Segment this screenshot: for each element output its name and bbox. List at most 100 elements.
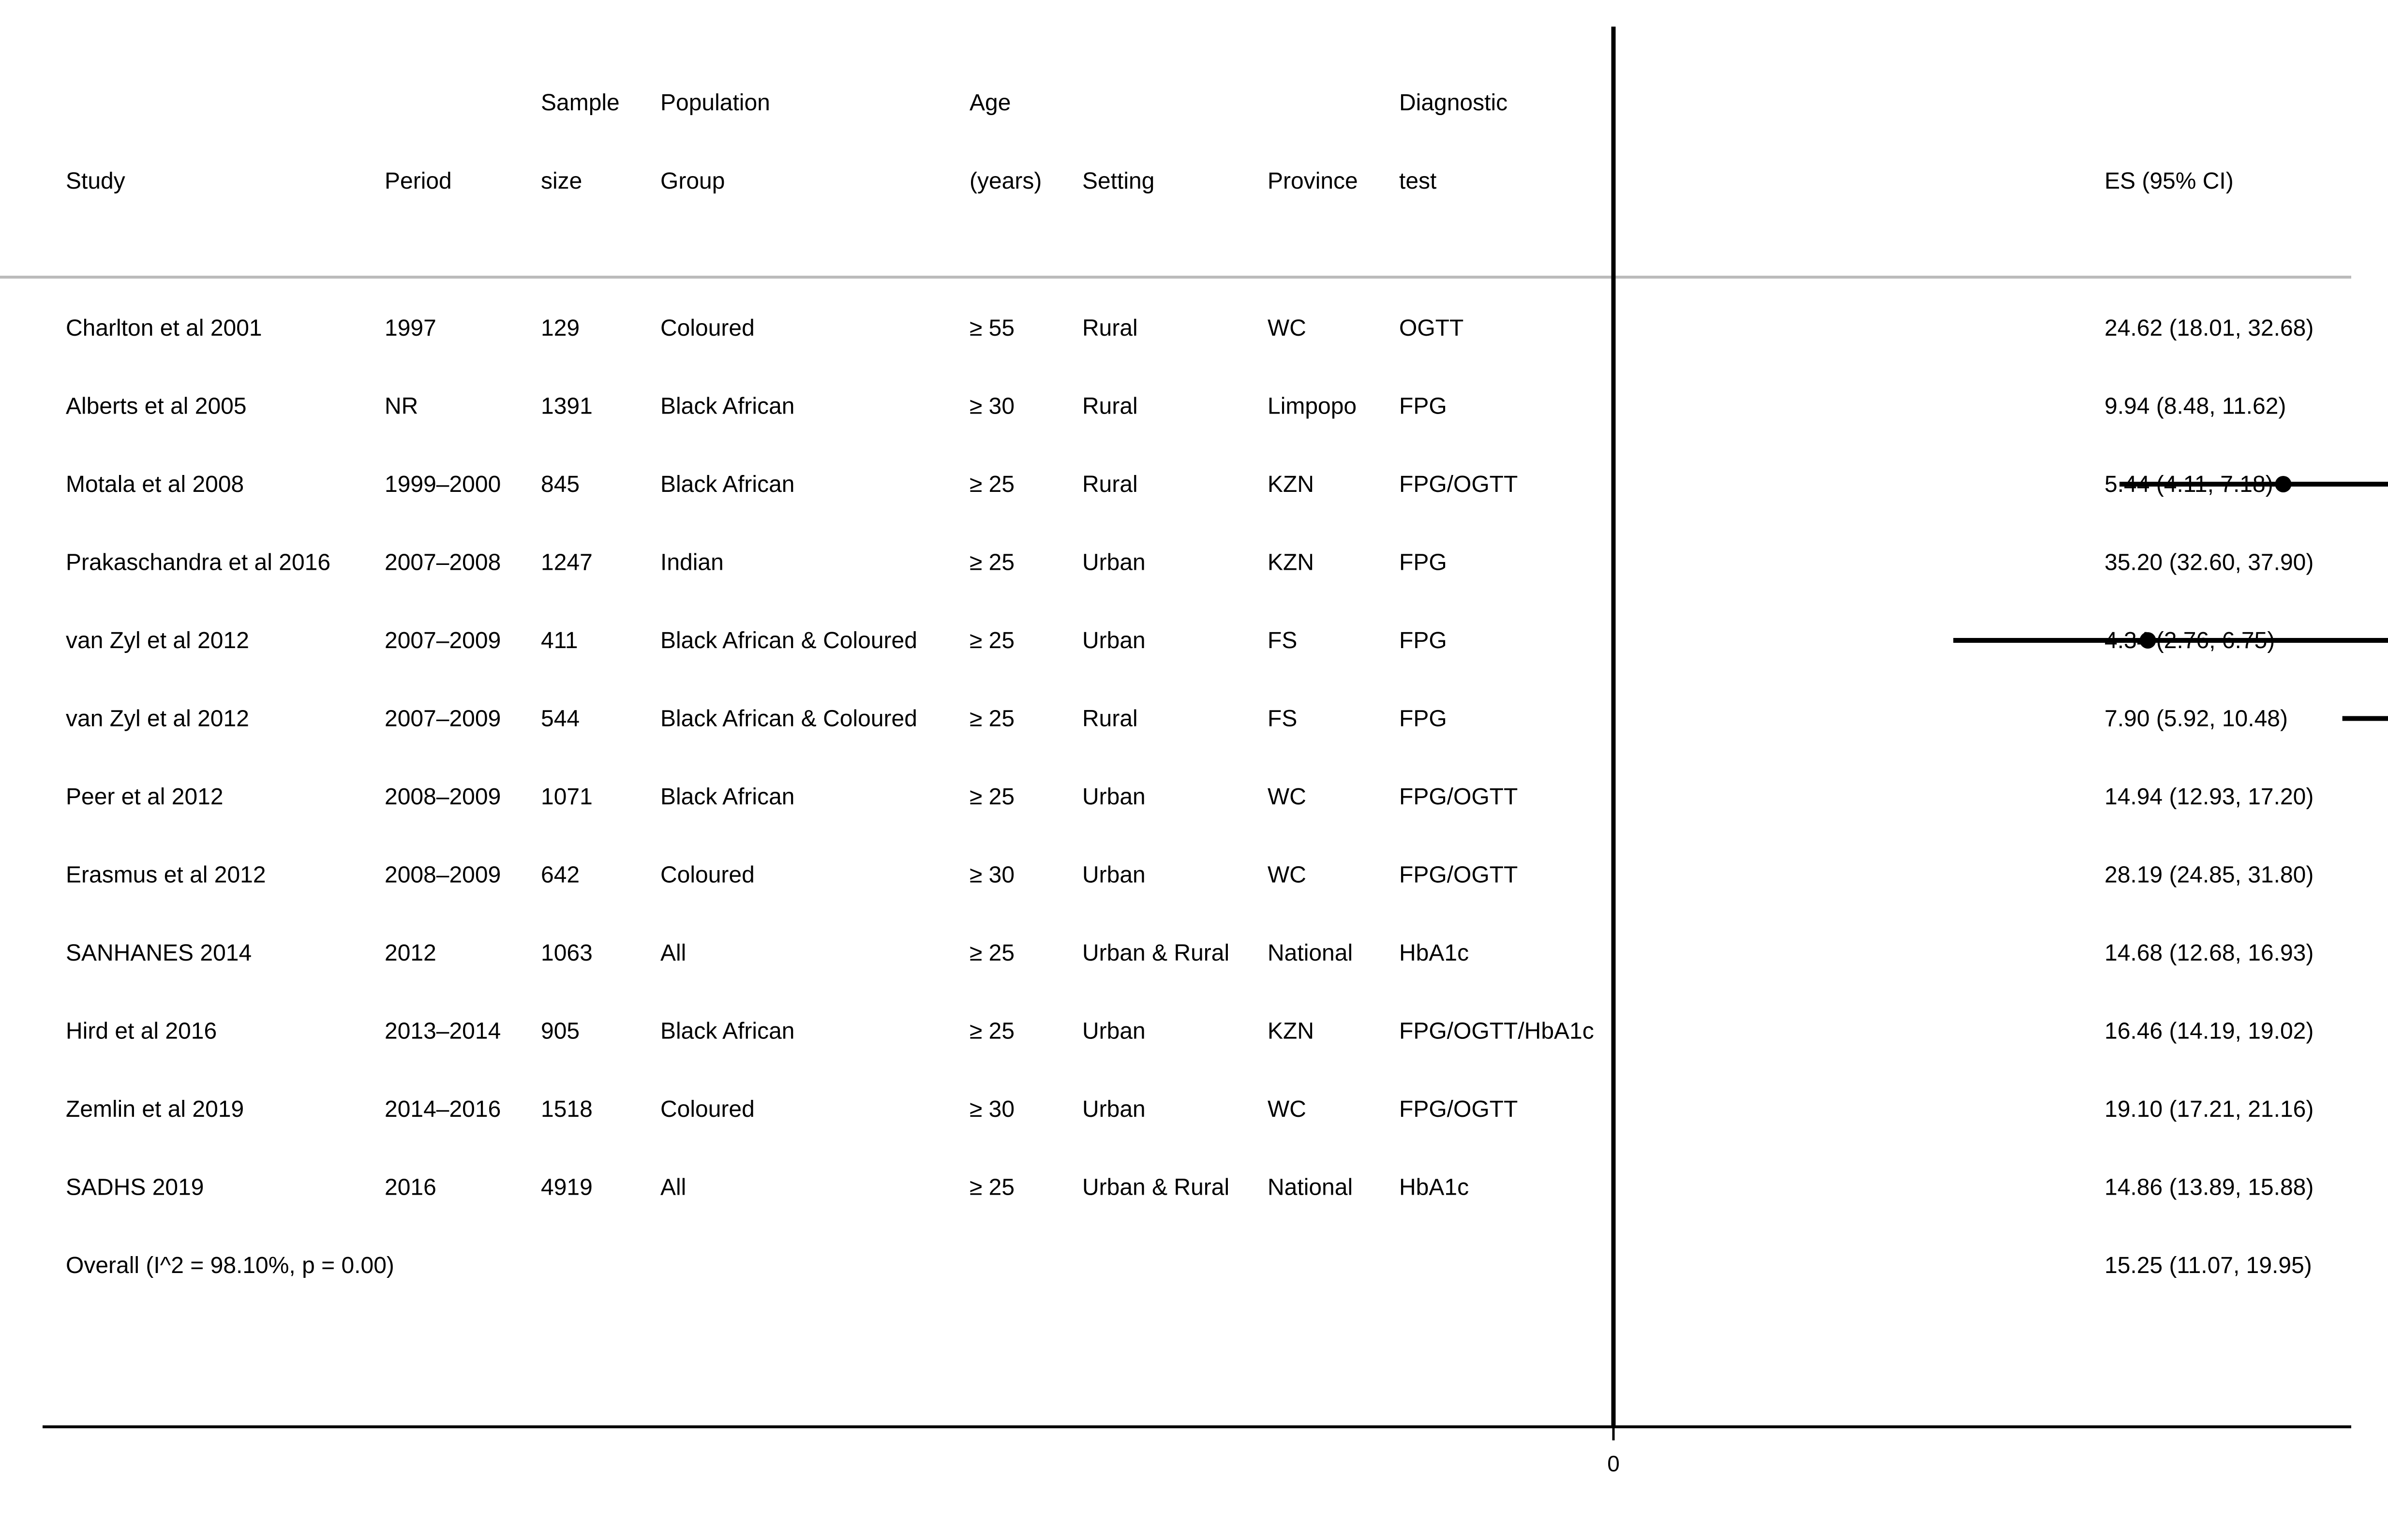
overall-label: Overall (I^2 = 98.10%, p = 0.00) [66,1253,394,1278]
cell-province: FS [1268,706,1297,732]
cell-period: 2007–2009 [385,706,501,732]
cell-test: FPG [1399,550,1447,576]
header-period-line2: Period [385,168,452,194]
cell-age: ≥ 25 [970,1019,1015,1044]
study-row: SANHANES 2014 2012 1063 All ≥ 25 Urban & Rura… [66,940,2313,966]
cell-n: 1247 [541,550,593,576]
cell-period: 2013–2014 [385,1019,501,1044]
header-province-line2: Province [1268,168,1358,194]
cell-test: FPG/OGTT [1399,472,1518,497]
cell-study: SADHS 2019 [66,1175,204,1200]
plot-lines [1611,27,1616,1427]
study-row: Alberts et al 2005 NR 1391 Black African ≥ 3… [66,394,2286,419]
x-tick-label: 0 [1607,1451,1620,1476]
cell-age: ≥ 25 [970,784,1015,810]
cell-province: KZN [1268,550,1314,576]
cell-setting: Urban [1082,784,1146,810]
cell-age: ≥ 25 [970,472,1015,497]
cell-study: Zemlin et al 2019 [66,1096,244,1122]
study-row: Charlton et al 2001 1997 129 Coloured ≥ 55 Ru… [66,315,2313,341]
cell-test: FPG [1399,706,1447,732]
cell-group: Black African [660,1019,794,1044]
cell-setting: Rural [1082,394,1138,419]
cell-period: NR [385,394,418,419]
cell-setting: Urban [1082,550,1146,576]
cell-group: All [660,940,686,966]
overall-row: Overall (I^2 = 98.10%, p = 0.00) 15.25 (1… [66,1253,2312,1278]
cell-province: Limpopo [1268,394,1357,419]
cell-group: Black African [660,472,794,497]
cell-province: WC [1268,1096,1306,1122]
cell-study: Peer et al 2012 [66,784,224,810]
study-row: Erasmus et al 2012 2008–2009 642 Coloured ≥ … [66,862,2313,888]
cell-setting: Urban [1082,628,1146,653]
study-row: Peer et al 2012 2008–2009 1071 Black Africa… [66,784,2313,810]
cell-age: ≥ 25 [970,550,1015,576]
cell-age: ≥ 25 [970,706,1015,732]
header-group-line2: Group [660,168,725,194]
cell-group: Coloured [660,1096,755,1122]
point-estimate [2139,632,2156,649]
cell-test: HbA1c [1399,1175,1469,1200]
cell-group: All [660,1175,686,1200]
cell-es: 35.20 (32.60, 37.90) [2104,550,2313,576]
cell-n: 411 [541,628,578,653]
cell-setting: Urban [1082,1096,1146,1122]
cell-study: Alberts et al 2005 [66,394,247,419]
cell-es: 14.94 (12.93, 17.20) [2104,784,2313,810]
cell-study: Charlton et al 2001 [66,315,262,341]
cell-period: 1999–2000 [385,472,501,497]
cell-es: 19.10 (17.21, 21.16) [2104,1096,2313,1122]
cell-study: van Zyl et al 2012 [66,706,249,732]
cell-age: ≥ 30 [970,862,1015,888]
cell-test: FPG [1399,628,1447,653]
cell-n: 1063 [541,940,593,966]
cell-test: FPG/OGTT [1399,1096,1518,1122]
cell-setting: Rural [1082,472,1138,497]
cell-n: 1071 [541,784,593,810]
cell-group: Coloured [660,315,755,341]
cell-period: 2007–2009 [385,628,501,653]
header-test-line1: Diagnostic [1399,90,1507,116]
cell-study: Motala et al 2008 [66,472,244,497]
cell-group: Coloured [660,862,755,888]
cell-test: FPG/OGTT [1399,862,1518,888]
cell-es: 7.90 (5.92, 10.48) [2104,706,2288,732]
cell-n: 4919 [541,1175,593,1200]
cell-province: National [1268,940,1353,966]
cell-n: 544 [541,706,580,732]
cell-setting: Rural [1082,315,1138,341]
cell-es: 14.68 (12.68, 16.93) [2104,940,2313,966]
cell-province: National [1268,1175,1353,1200]
cell-period: 2016 [385,1175,436,1200]
cell-es: 24.62 (18.01, 32.68) [2104,315,2313,341]
header-setting-line2: Setting [1082,168,1154,194]
cell-n: 845 [541,472,580,497]
header-age-line2: (years) [970,168,1042,194]
cell-setting: Urban & Rural [1082,1175,1229,1200]
cell-group: Black African & Coloured [660,706,917,732]
cell-province: WC [1268,862,1306,888]
cell-province: WC [1268,784,1306,810]
cell-n: 642 [541,862,580,888]
header-age-line1: Age [970,90,1011,116]
point-estimate [2275,476,2292,492]
cell-es: 28.19 (24.85, 31.80) [2104,862,2313,888]
study-rows: Charlton et al 2001 1997 129 Coloured ≥ 55 Ru… [66,315,2388,1278]
cell-age: ≥ 30 [970,394,1015,419]
study-row: Hird et al 2016 2013–2014 905 Black African… [66,1019,2313,1044]
cell-study: Erasmus et al 2012 [66,862,266,888]
header-test-line2: test [1399,168,1436,194]
cell-group: Black African [660,784,794,810]
cell-province: FS [1268,628,1297,653]
header-n-line1: Sample [541,90,620,116]
cell-period: 1997 [385,315,436,341]
cell-study: Prakaschandra et al 2016 [66,550,330,576]
cell-period: 2008–2009 [385,784,501,810]
cell-period: 2007–2008 [385,550,501,576]
cell-test: FPG/OGTT [1399,784,1518,810]
cell-province: KZN [1268,472,1314,497]
cell-group: Indian [660,550,724,576]
study-row: Prakaschandra et al 2016 2007–2008 1247 Ind… [66,550,2313,576]
